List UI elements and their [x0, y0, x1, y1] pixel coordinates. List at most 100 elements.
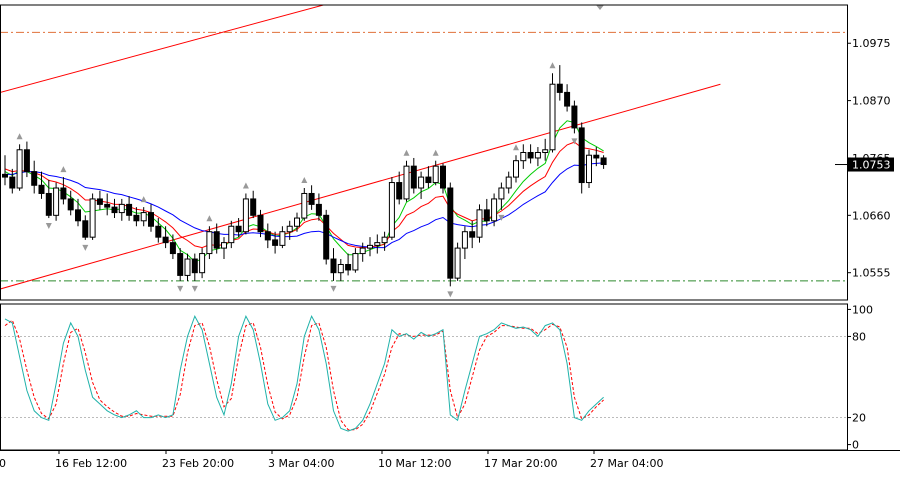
trend-channel-line: [0, 5, 326, 94]
candle-bullish: [199, 253, 206, 274]
candle-bearish: [315, 203, 322, 216]
fractal-down-marker: [498, 214, 505, 221]
fractal-up-marker: [242, 182, 249, 189]
candle-bullish: [228, 225, 235, 244]
price-tick-label: 1.0870: [852, 95, 891, 108]
candle-bearish: [527, 152, 534, 159]
candle-bullish: [388, 182, 395, 238]
candle-bullish: [381, 236, 388, 244]
time-tick-label: 10 Mar 12:00: [378, 457, 451, 470]
fractal-up-marker: [140, 196, 147, 203]
stochastic-tick-label: 0: [852, 439, 859, 452]
candle-bullish: [89, 198, 96, 238]
fractal-down-marker: [177, 285, 184, 292]
price-tick-label: 1.0975: [852, 37, 891, 50]
stochastic-tick-label: 100: [852, 303, 873, 316]
stochastic-signal-line: [4, 319, 604, 431]
candle-bullish: [206, 231, 213, 255]
candle-bullish: [221, 242, 227, 249]
candle-bullish: [534, 152, 541, 159]
candle-bearish: [323, 214, 330, 260]
axes: 1.09751.08701.07651.06601.05551.07531008…: [0, 4, 900, 470]
candle-bullish: [454, 247, 461, 279]
moving-average-line: [4, 141, 604, 249]
candle-bullish: [359, 247, 366, 255]
fractal-down-marker: [191, 285, 198, 292]
candle-bullish: [542, 149, 549, 154]
candle-bearish: [177, 253, 184, 276]
stochastic-pane: [0, 314, 847, 432]
candle-bearish: [169, 242, 176, 255]
current-price-label: 1.0753: [852, 159, 891, 172]
candle-bearish: [75, 209, 81, 222]
candle-bearish: [396, 182, 403, 200]
candle-bullish: [53, 187, 60, 216]
candle-bearish: [45, 192, 52, 216]
candle-bearish: [31, 171, 38, 186]
time-tick-label: 00: [0, 457, 6, 470]
price-pane: [0, 5, 847, 298]
price-tick-label: 1.0555: [852, 267, 891, 280]
candle-bearish: [82, 220, 89, 238]
candle-bullish: [140, 212, 147, 222]
fractal-down-marker: [571, 138, 578, 145]
candle-bearish: [126, 203, 133, 216]
candle-bullish: [461, 231, 468, 249]
candle-bearish: [447, 187, 454, 279]
candle-bullish: [301, 192, 308, 219]
fractal-up-marker: [432, 149, 439, 156]
price-pane-content: [0, 5, 721, 298]
candle-bullish: [294, 217, 300, 227]
candle-bullish: [352, 253, 359, 271]
candle-bullish: [476, 209, 483, 238]
candle-bullish: [242, 198, 249, 233]
candle-bearish: [235, 225, 242, 233]
candle-bullish: [279, 231, 286, 246]
time-tick-label: 23 Feb 20:00: [162, 457, 234, 470]
candle-bearish: [250, 198, 257, 216]
fractal-up-marker: [60, 166, 67, 173]
candle-bearish: [2, 173, 8, 178]
candle-bullish: [498, 187, 505, 200]
fractal-up-marker: [16, 133, 23, 140]
candle-bearish: [564, 91, 571, 107]
fractal-up-marker: [513, 144, 519, 151]
stochastic-tick-label: 80: [852, 330, 866, 343]
stochastic-main-line: [4, 314, 604, 432]
candle-bullish: [520, 152, 527, 162]
current-price-badge: [848, 157, 894, 172]
candle-bearish: [345, 263, 352, 271]
fractal-up-marker: [206, 215, 213, 222]
time-tick-label: 27 Mar 04:00: [590, 457, 663, 470]
fractal-up-marker: [301, 177, 308, 184]
time-tick-label: 16 Feb 12:00: [55, 457, 127, 470]
price-pane-frame: [0, 4, 848, 301]
candle-bullish: [184, 258, 191, 276]
time-tick-label: 3 Mar 04:00: [268, 457, 334, 470]
candle-bearish: [410, 165, 417, 189]
fractal-up-marker: [403, 149, 410, 156]
candle-bearish: [23, 149, 30, 173]
candle-bullish: [16, 149, 23, 189]
candle-bullish: [374, 242, 381, 246]
candle-bearish: [571, 105, 578, 129]
candle-bearish: [213, 231, 220, 249]
candle-bearish: [469, 231, 476, 238]
candle-bearish: [272, 239, 279, 246]
candle-bearish: [162, 236, 169, 244]
candle-bullish: [403, 165, 410, 200]
candle-bearish: [9, 176, 16, 189]
candle-bearish: [440, 165, 446, 189]
candle-bearish: [67, 198, 74, 211]
fractal-down-marker: [45, 223, 52, 230]
candle-bearish: [96, 198, 103, 205]
trend-channel-line: [0, 83, 721, 290]
candle-bullish: [418, 176, 425, 189]
candle-bearish: [111, 206, 118, 214]
candle-bullish: [549, 83, 556, 151]
candle-bearish: [257, 214, 264, 233]
candle-bullish: [513, 160, 519, 178]
candle-bearish: [191, 258, 198, 274]
